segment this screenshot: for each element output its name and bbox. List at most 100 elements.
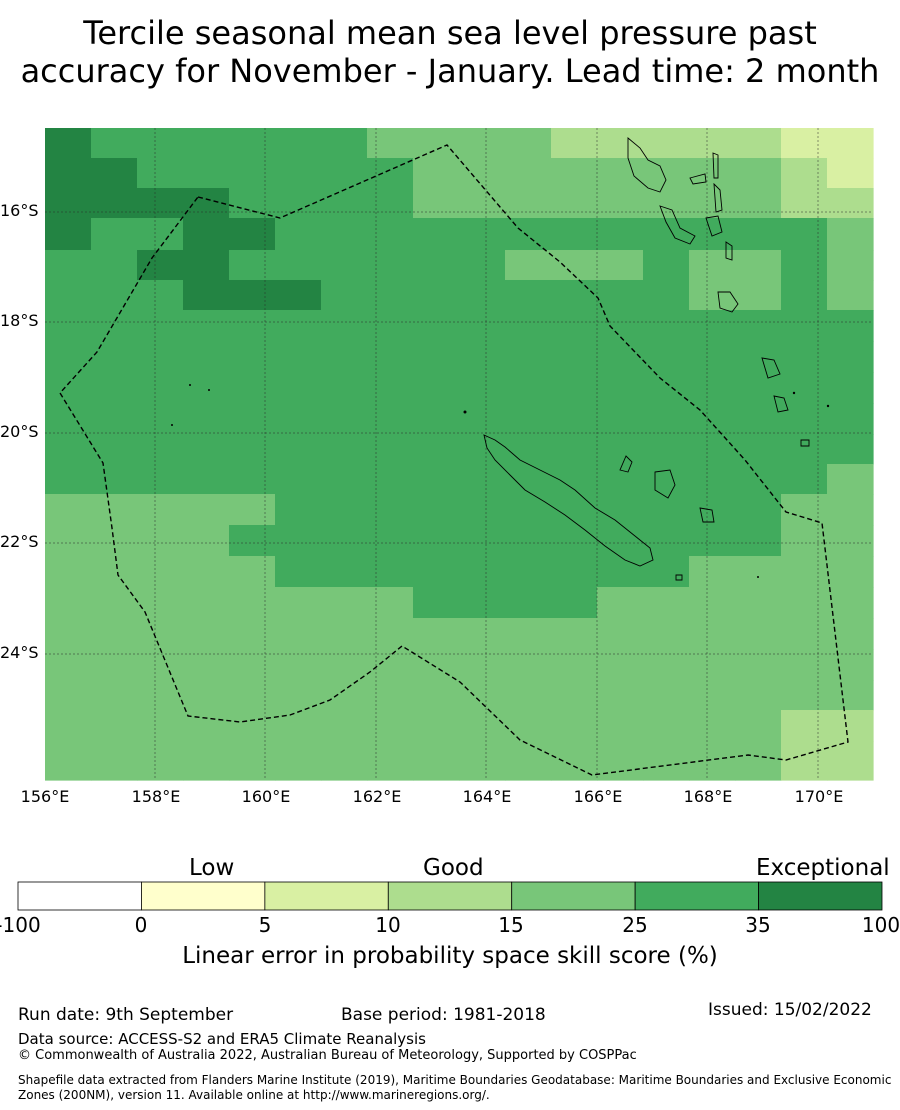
- skill-cell: [781, 280, 828, 311]
- skill-cell: [827, 341, 874, 373]
- skill-cell: [505, 341, 552, 373]
- skill-cell: [597, 403, 644, 435]
- skill-cell: [229, 434, 276, 465]
- islet-marker: [757, 576, 759, 578]
- skill-cell: [827, 128, 874, 159]
- skill-cell: [781, 218, 828, 251]
- islet-marker: [826, 404, 830, 408]
- skill-cell: [183, 587, 230, 619]
- skill-cell: [367, 649, 414, 681]
- skill-cell: [367, 403, 414, 435]
- skill-cell: [91, 649, 138, 681]
- skill-cell: [229, 403, 276, 435]
- skill-cell: [229, 188, 276, 219]
- skill-cell: [275, 618, 322, 650]
- skill-cell: [183, 250, 230, 281]
- skill-cell: [45, 649, 92, 681]
- run-date: Run date: 9th September: [18, 1005, 234, 1025]
- skill-cell: [321, 218, 368, 251]
- skill-cell: [459, 250, 506, 281]
- skill-cell: [137, 649, 184, 681]
- skill-cell: [459, 403, 506, 435]
- islet-marker: [171, 424, 173, 426]
- skill-cell: [137, 680, 184, 711]
- skill-cell: [735, 280, 782, 311]
- skill-cell: [413, 158, 460, 189]
- skill-cell: [781, 710, 828, 742]
- colorbar-segment: [141, 881, 266, 911]
- skill-cell: [45, 128, 92, 159]
- skill-cell: [459, 649, 506, 681]
- skill-cell: [735, 525, 782, 557]
- skill-cell: [459, 218, 506, 251]
- skill-cell: [413, 372, 460, 404]
- skill-cell: [137, 128, 184, 159]
- category-exceptional: Exceptional: [756, 855, 890, 881]
- lon-label-158e: 158°E: [131, 787, 181, 806]
- skill-cell: [45, 680, 92, 711]
- skill-cell: [597, 494, 644, 526]
- lat-label-20s: 20°S: [0, 422, 39, 441]
- skill-cell: [321, 434, 368, 465]
- skill-cell: [505, 556, 552, 588]
- islet-marker: [792, 391, 796, 395]
- skill-cell: [505, 158, 552, 189]
- skill-cell: [735, 587, 782, 619]
- skill-cell: [91, 618, 138, 650]
- skill-cell: [275, 525, 322, 557]
- skill-cell: [781, 341, 828, 373]
- skill-cell: [551, 434, 598, 465]
- skill-cell: [735, 372, 782, 404]
- skill-cell: [45, 158, 92, 189]
- skill-cell: [137, 403, 184, 435]
- skill-cell: [505, 372, 552, 404]
- skill-cell: [367, 556, 414, 588]
- skill-cell: [367, 218, 414, 251]
- skill-cell: [183, 310, 230, 342]
- skill-cell: [91, 710, 138, 742]
- colorbar-tick: 100: [861, 913, 900, 937]
- skill-cell: [321, 710, 368, 742]
- skill-cell: [505, 280, 552, 311]
- skill-cell: [597, 218, 644, 251]
- issued-date: Issued: 15/02/2022: [708, 1000, 872, 1020]
- skill-cell: [413, 680, 460, 711]
- skill-cell: [827, 649, 874, 681]
- skill-cell: [551, 649, 598, 681]
- skill-cell: [91, 218, 138, 251]
- skill-cell: [45, 525, 92, 557]
- skill-cell: [781, 310, 828, 342]
- skill-cell: [91, 494, 138, 526]
- skill-cell: [45, 280, 92, 311]
- skill-cell: [413, 464, 460, 495]
- title-line-1: Tercile seasonal mean sea level pressure…: [83, 14, 817, 52]
- skill-cell: [459, 341, 506, 373]
- skill-cell: [597, 188, 644, 219]
- skill-cell: [551, 587, 598, 619]
- skill-cell: [689, 741, 736, 781]
- skill-cell: [321, 464, 368, 495]
- skill-cell: [459, 188, 506, 219]
- lon-label-164e: 164°E: [462, 787, 512, 806]
- skill-cell: [551, 494, 598, 526]
- skill-cell: [643, 250, 690, 281]
- skill-cell: [643, 710, 690, 742]
- skill-cell: [45, 218, 92, 251]
- vanuatu-outline: [627, 137, 810, 447]
- skill-cell: [781, 494, 828, 526]
- skill-cell: [827, 372, 874, 404]
- skill-cell: [827, 250, 874, 281]
- skill-cell: [137, 525, 184, 557]
- skill-cell: [275, 250, 322, 281]
- skill-cell: [183, 494, 230, 526]
- skill-cell: [413, 128, 460, 159]
- skill-cell: [459, 618, 506, 650]
- category-low: Low: [189, 855, 235, 881]
- skill-cell: [367, 680, 414, 711]
- skill-cell: [827, 188, 874, 219]
- skill-cell: [45, 587, 92, 619]
- skill-cell: [643, 649, 690, 681]
- skill-cell: [643, 403, 690, 435]
- skill-cell: [459, 372, 506, 404]
- skill-cell: [413, 188, 460, 219]
